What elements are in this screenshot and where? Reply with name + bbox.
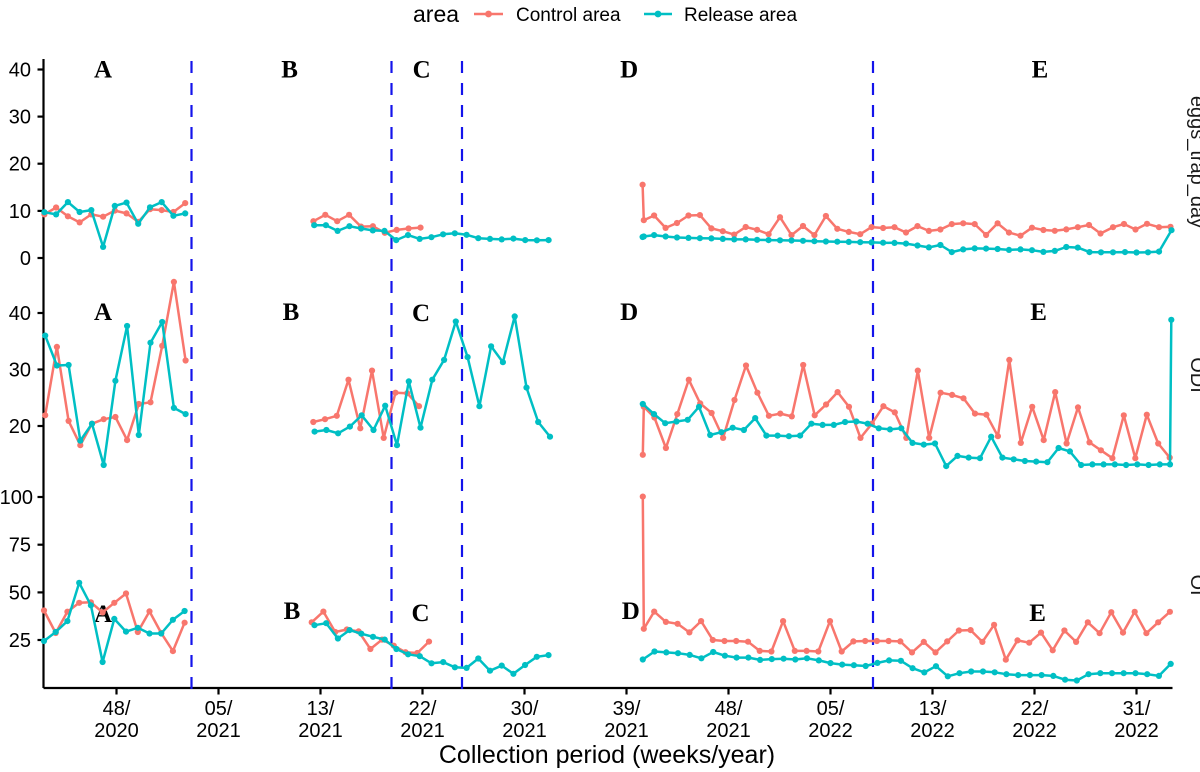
- svg-text:D: D: [620, 299, 638, 326]
- svg-text:2021: 2021: [196, 720, 241, 742]
- svg-text:30/: 30/: [511, 698, 539, 720]
- svg-text:C: C: [413, 57, 431, 84]
- svg-text:D: D: [620, 57, 638, 84]
- svg-text:100: 100: [0, 487, 33, 509]
- svg-text:A: A: [94, 57, 112, 84]
- svg-text:D: D: [622, 598, 640, 625]
- svg-text:Release area: Release area: [684, 5, 797, 26]
- svg-text:2022: 2022: [910, 720, 955, 742]
- svg-text:13/: 13/: [307, 698, 335, 720]
- svg-text:B: B: [283, 299, 300, 326]
- svg-text:C: C: [412, 300, 430, 327]
- svg-text:2021: 2021: [706, 720, 751, 742]
- svg-text:E: E: [1030, 299, 1047, 326]
- svg-text:2022: 2022: [808, 720, 853, 742]
- svg-text:40: 40: [9, 60, 31, 82]
- svg-text:0: 0: [20, 248, 31, 270]
- svg-text:2021: 2021: [502, 720, 547, 742]
- svg-text:area: area: [413, 1, 459, 27]
- svg-text:C: C: [411, 600, 429, 627]
- svg-text:20: 20: [9, 416, 31, 438]
- svg-text:E: E: [1029, 600, 1046, 627]
- svg-text:2021: 2021: [400, 720, 445, 742]
- svg-text:05/: 05/: [817, 698, 845, 720]
- svg-text:eggs_trap_day: eggs_trap_day: [1186, 96, 1200, 228]
- svg-text:25: 25: [9, 630, 31, 652]
- svg-text:ODI: ODI: [1186, 357, 1200, 393]
- svg-text:40: 40: [9, 303, 31, 325]
- svg-text:48/: 48/: [103, 698, 131, 720]
- svg-text:20: 20: [9, 154, 31, 176]
- svg-text:A: A: [94, 299, 112, 326]
- svg-text:2020: 2020: [94, 720, 139, 742]
- svg-text:OI: OI: [1186, 574, 1200, 595]
- svg-text:48/: 48/: [715, 698, 743, 720]
- svg-text:2022: 2022: [1012, 720, 1057, 742]
- svg-text:B: B: [281, 57, 298, 84]
- svg-text:13/: 13/: [919, 698, 947, 720]
- svg-text:75: 75: [9, 535, 31, 557]
- svg-text:30: 30: [9, 107, 31, 129]
- svg-text:05/: 05/: [205, 698, 233, 720]
- svg-text:30: 30: [9, 360, 31, 382]
- svg-text:39/: 39/: [613, 698, 641, 720]
- svg-text:2022: 2022: [1114, 720, 1159, 742]
- svg-text:22/: 22/: [409, 698, 437, 720]
- svg-text:E: E: [1032, 57, 1049, 84]
- svg-text:Collection period (weeks/year): Collection period (weeks/year): [439, 741, 775, 769]
- svg-text:10: 10: [9, 201, 31, 223]
- svg-text:B: B: [284, 598, 301, 625]
- svg-text:2021: 2021: [604, 720, 649, 742]
- svg-text:Control area: Control area: [516, 5, 621, 26]
- svg-text:31/: 31/: [1123, 698, 1151, 720]
- svg-text:2021: 2021: [298, 720, 343, 742]
- svg-text:22/: 22/: [1021, 698, 1049, 720]
- svg-text:50: 50: [9, 582, 31, 604]
